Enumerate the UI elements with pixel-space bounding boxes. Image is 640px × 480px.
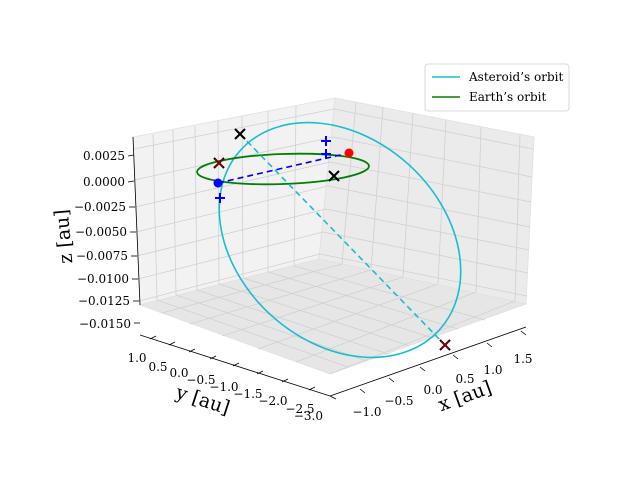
plus-markers xyxy=(215,136,331,203)
y-tick-label: −2.5 xyxy=(285,402,314,416)
z-tick-label: −0.0075 xyxy=(76,249,128,263)
y-tick-marks xyxy=(149,335,337,400)
cross-markers xyxy=(213,128,451,351)
z-axis-label: z [au] xyxy=(51,208,78,264)
x-axis-line xyxy=(329,326,527,397)
asteroid-orbit xyxy=(218,121,462,359)
x-tick-marks xyxy=(359,330,527,394)
legend-label-earth: Earth’s orbit xyxy=(469,90,546,104)
floor-pane xyxy=(138,258,528,375)
legend: Asteroid’s orbit Earth’s orbit xyxy=(424,63,570,112)
z-axis-line xyxy=(132,136,141,306)
legend-label-asteroid: Asteroid’s orbit xyxy=(468,70,563,84)
x-tick-label: 0.0 xyxy=(423,383,442,397)
z-tick-label: −0.0125 xyxy=(78,294,130,308)
y-tick-label: 0.0 xyxy=(169,366,188,380)
asteroid-position-dot xyxy=(213,178,223,188)
asteroid-line-of-apsides xyxy=(239,133,446,346)
y-tick-label: 0.5 xyxy=(148,360,167,374)
earth-position-dot xyxy=(344,148,354,158)
z-tick-label: −0.0150 xyxy=(79,317,131,331)
grid-lines xyxy=(133,101,534,375)
z-tick-label: −0.0050 xyxy=(75,225,127,239)
y-tick-label: −0.5 xyxy=(186,373,215,387)
y-tick-label: 1.0 xyxy=(127,351,146,365)
y-axis-line xyxy=(139,334,331,397)
y-tick-label: −1.0 xyxy=(209,380,238,394)
z-tick-label: −0.0100 xyxy=(77,272,129,286)
z-tick-label: 0.0025 xyxy=(83,149,125,163)
z-tick-label: 0.0000 xyxy=(83,175,125,189)
y-tick-label: −1.5 xyxy=(233,387,262,401)
x-tick-label: −1.0 xyxy=(352,405,381,419)
x-tick-label: −0.5 xyxy=(384,394,413,408)
y-tick-label: −2.0 xyxy=(258,394,287,408)
x-tick-label: 0.5 xyxy=(455,372,474,386)
x-tick-label: 1.0 xyxy=(483,363,502,377)
earth-orbit xyxy=(196,152,370,186)
earth-position-line xyxy=(217,152,350,184)
z-tick-marks xyxy=(127,154,140,324)
y-tick-label: −3.0 xyxy=(294,409,323,423)
z-tick-label: −0.0025 xyxy=(74,200,126,214)
x-tick-label: 1.5 xyxy=(513,352,532,366)
